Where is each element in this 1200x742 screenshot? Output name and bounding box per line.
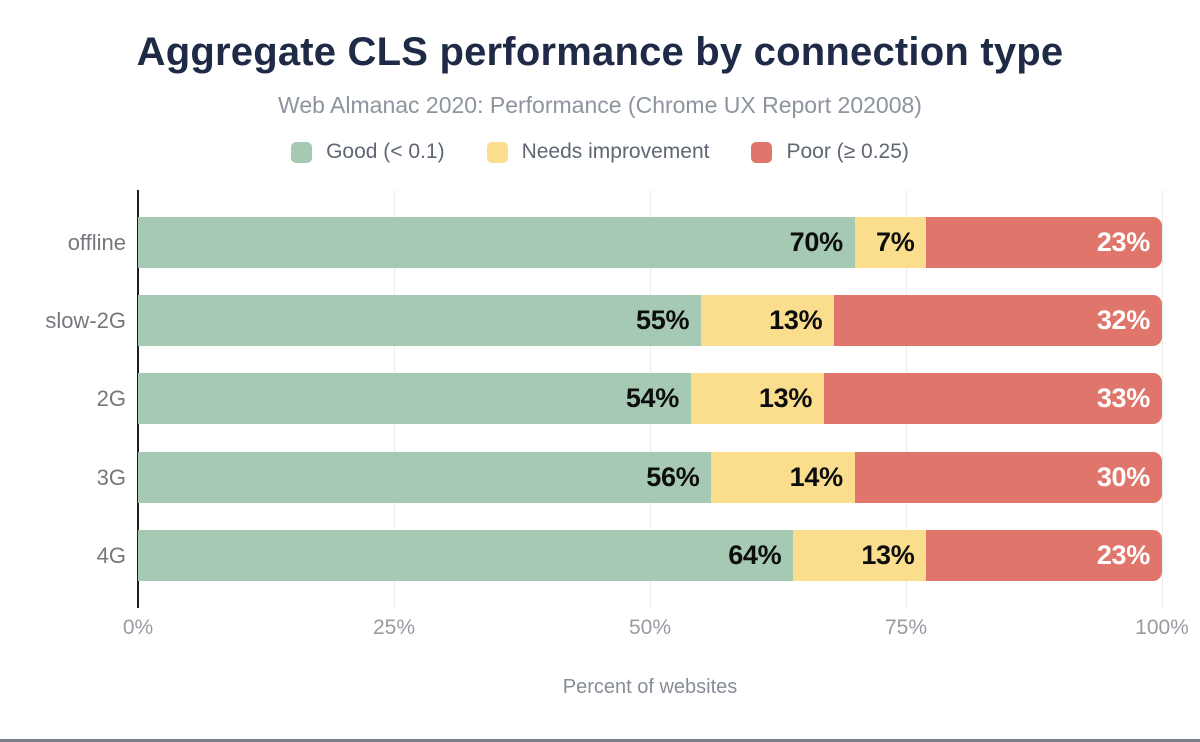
chart-title: Aggregate CLS performance by connection … bbox=[136, 30, 1064, 74]
bar-segment-slow-2G-good-0-1-: 55% bbox=[138, 295, 702, 347]
category-label-offline: offline bbox=[67, 230, 126, 256]
bar-value-label: 64% bbox=[728, 539, 782, 570]
category-label-2G: 2G bbox=[96, 386, 126, 412]
legend-label-good: Good (< 0.1) bbox=[326, 140, 445, 163]
bar-segment-3G-poor-0-25-: 30% bbox=[854, 451, 1162, 503]
bar-segment-offline-poor-0-25-: 23% bbox=[926, 217, 1162, 269]
bar-row-3G: 56% 14% 30% bbox=[138, 451, 1162, 503]
bar-value-label: 55% bbox=[636, 305, 690, 336]
category-label-4G: 4G bbox=[96, 542, 126, 568]
bar-segment-slow-2G-poor-0-25-: 32% bbox=[834, 295, 1162, 347]
x-axis-tick-labels: 0% 25% 50% 75% 100% bbox=[123, 616, 1189, 642]
bar-segment-3G-good-0-1-: 56% bbox=[138, 451, 712, 503]
category-label-3G: 3G bbox=[96, 464, 126, 490]
legend-item-needs-improvement: Needs improvement bbox=[486, 140, 710, 164]
bar-row-slow-2G: 55% 13% 32% bbox=[138, 295, 1162, 347]
legend: Good (< 0.1) Needs improvement Poor (≥ 0… bbox=[0, 140, 1200, 164]
legend-label-needs-improvement: Needs improvement bbox=[521, 140, 710, 163]
bottom-divider bbox=[0, 739, 1200, 742]
legend-swatch-needs-improvement bbox=[486, 141, 508, 163]
legend-swatch-poor bbox=[751, 141, 773, 163]
bar-row-offline: 70% 7% 23% bbox=[138, 217, 1162, 269]
category-label-slow-2G: slow-2G bbox=[45, 308, 126, 334]
bar-segment-3G-needs-improvement: 14% bbox=[711, 451, 855, 503]
bar-segment-slow-2G-needs-improvement: 13% bbox=[701, 295, 835, 347]
bar-value-label: 7% bbox=[876, 227, 915, 258]
bar-value-label: 13% bbox=[769, 305, 823, 336]
legend-label-poor: Poor (≥ 0.25) bbox=[786, 140, 909, 163]
bar-segment-2G-good-0-1-: 54% bbox=[138, 373, 691, 425]
bar-value-label: 70% bbox=[789, 227, 843, 258]
y-axis-category-labels: offline slow-2G 2G 3G 4G bbox=[0, 190, 126, 608]
stacked-bars: 70% 7% 23% 55% 13% 32% 54% 13% 33% 56% 14% 30% 64% 13… bbox=[138, 190, 1162, 608]
x-axis-title: Percent of websites bbox=[562, 676, 738, 698]
bar-segment-offline-good-0-1-: 70% bbox=[138, 217, 855, 269]
bar-value-label: 14% bbox=[789, 461, 843, 492]
bar-segment-4G-good-0-1-: 64% bbox=[138, 529, 794, 581]
bar-value-label: 54% bbox=[625, 383, 679, 414]
bar-value-label: 13% bbox=[758, 383, 813, 414]
chart-subtitle: Web Almanac 2020: Performance (Chrome UX… bbox=[278, 92, 922, 118]
legend-item-poor: Poor (≥ 0.25) bbox=[751, 140, 909, 164]
gridline-100 bbox=[1162, 190, 1163, 608]
bar-segment-offline-needs-improvement: 7% bbox=[854, 217, 927, 269]
x-tick-label-100: 100% bbox=[1135, 616, 1189, 639]
bar-segment-2G-poor-0-25-: 33% bbox=[824, 373, 1162, 425]
x-tick-label-25: 25% bbox=[372, 616, 416, 639]
bar-row-4G: 64% 13% 23% bbox=[138, 529, 1162, 581]
x-tick-label-75: 75% bbox=[884, 616, 928, 639]
bar-segment-2G-needs-improvement: 13% bbox=[690, 373, 825, 425]
bar-value-label: 33% bbox=[1096, 383, 1150, 414]
bar-value-label: 23% bbox=[1096, 539, 1150, 570]
bar-value-label: 32% bbox=[1096, 305, 1150, 336]
legend-swatch-good bbox=[291, 141, 313, 163]
x-tick-label-50: 50% bbox=[628, 616, 672, 639]
legend-item-good: Good (< 0.1) bbox=[291, 140, 445, 164]
bar-segment-4G-needs-improvement: 13% bbox=[793, 529, 927, 581]
bar-value-label: 13% bbox=[861, 539, 915, 570]
bar-value-label: 30% bbox=[1096, 461, 1150, 492]
bar-row-2G: 54% 13% 33% bbox=[138, 373, 1162, 425]
bar-value-label: 23% bbox=[1096, 227, 1150, 258]
x-tick-label-0: 0% bbox=[122, 616, 154, 639]
bar-segment-4G-poor-0-25-: 23% bbox=[926, 529, 1162, 581]
bar-value-label: 56% bbox=[646, 461, 700, 492]
